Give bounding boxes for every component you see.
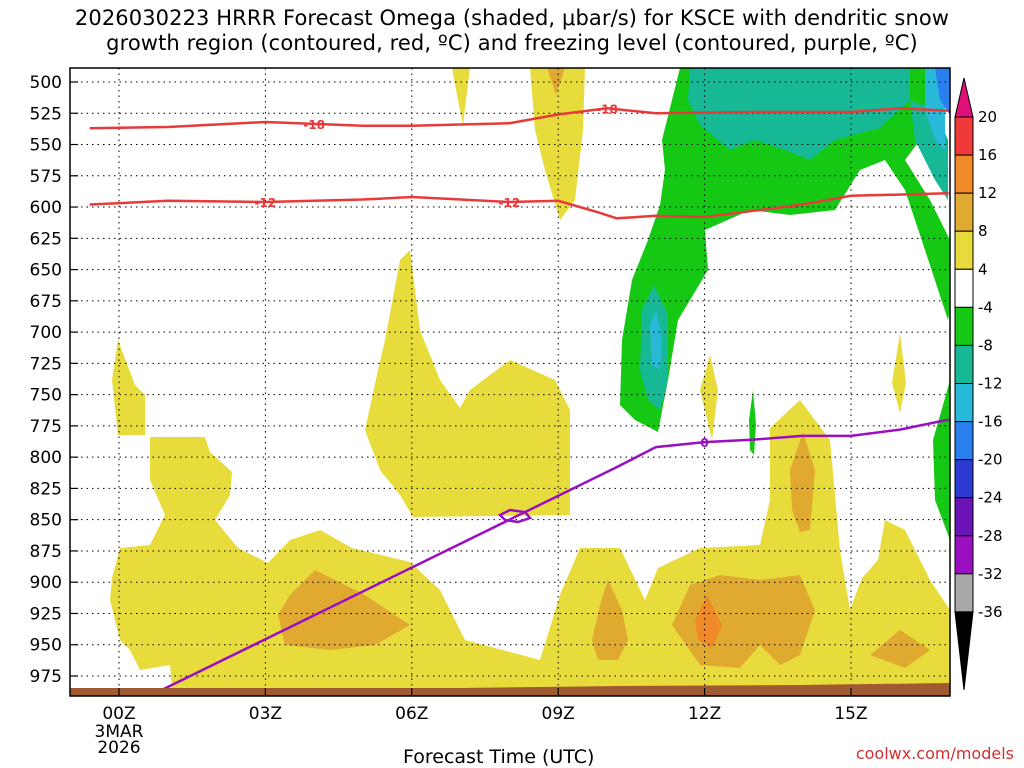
orange-region-2 (592, 580, 628, 660)
x-tick-label-12Z: 12Z (688, 704, 721, 724)
orange-region-3 (672, 575, 815, 668)
blue-region (935, 68, 950, 115)
colorbar-label-12: 12 (978, 184, 997, 202)
colorbar-label--32: -32 (978, 565, 1003, 583)
orange-region-5 (870, 630, 930, 668)
colorbar-swatch-2 (954, 154, 974, 194)
colorbar-cap-bottom (954, 611, 974, 691)
y-tick-label-675: 675 (30, 292, 62, 312)
terrain-strip (70, 683, 950, 696)
colorbar-swatch-9 (954, 421, 974, 461)
freezing-level-loop (497, 508, 533, 524)
y-axis: 500 525 550 575 600 625 650 675 700 725 750 775 800 8… (30, 73, 78, 687)
colorbar-swatch-5 (954, 268, 974, 308)
contour-dgz-minus18 (89, 107, 949, 130)
x-axis-title: Forecast Time (UTC) (403, 746, 595, 768)
colorbar-swatch-11 (954, 497, 974, 537)
yellow-region-small-2 (892, 333, 906, 413)
title-line-2: growth region (contoured, red, ºC) and f… (106, 31, 918, 55)
grid-lines (70, 68, 950, 696)
y-tick-label-750: 750 (30, 386, 62, 406)
x-tick-label-06Z: 06Z (395, 704, 428, 724)
colorbar-label-20: 20 (978, 108, 997, 126)
y-tick-label-900: 900 (30, 573, 62, 593)
contour-label-dgz-minus12-0: -12 (255, 196, 277, 210)
yellow-region-top (452, 68, 470, 125)
credit-link[interactable]: coolwx.com/models (855, 744, 1014, 763)
colorbar-swatch-6 (954, 306, 974, 346)
yellow-region-midlevel (365, 250, 570, 517)
chart-title: 2026030223 HRRR Forecast Omega (shaded, … (0, 6, 1024, 56)
orange-region-strong (695, 595, 722, 648)
contour-dgz-minus12 (89, 192, 949, 220)
x-tick-label-09Z: 09Z (542, 704, 575, 724)
y-tick-label-850: 850 (30, 511, 62, 531)
colorbar-swatch-12 (954, 535, 974, 575)
colorbar-cap-top (954, 77, 974, 118)
colorbar-swatch-4 (954, 230, 974, 270)
y-tick-label-500: 500 (30, 73, 62, 93)
colorbar: 20 16 12 8 4 -4 -8 -12 -16 -20 -24 -28 -32 -36 (954, 77, 1003, 691)
x-date-label-0: 3MAR (95, 722, 144, 742)
x-tick-label-15Z: 15Z (834, 704, 867, 724)
contour-label-dgz-minus12-1: -12 (499, 196, 521, 210)
colorbar-label--20: -20 (978, 451, 1003, 469)
contour-label-dgz-minus18-1: -18 (596, 102, 618, 116)
title-line-1: 2026030223 HRRR Forecast Omega (shaded, … (74, 6, 950, 30)
colorbar-label-16: 16 (978, 146, 997, 164)
y-tick-label-550: 550 (30, 136, 62, 156)
teal-region-1 (688, 68, 910, 160)
colorbar-label--12: -12 (978, 375, 1003, 393)
y-tick-label-650: 650 (30, 261, 62, 281)
colorbar-label--36: -36 (978, 603, 1003, 621)
y-tick-label-875: 875 (30, 542, 62, 562)
y-tick-label-950: 950 (30, 636, 62, 656)
colorbar-label--4: -4 (978, 298, 993, 316)
y-tick-label-800: 800 (30, 448, 62, 468)
y-tick-label-700: 700 (30, 323, 62, 343)
contour-lines (89, 107, 949, 696)
cyan-region-2 (650, 310, 662, 370)
x-tick-label-03Z: 03Z (249, 704, 282, 724)
colorbar-label--16: -16 (978, 413, 1003, 431)
contour-label-dgz-minus18-0: -18 (303, 118, 325, 132)
colorbar-label-8: 8 (978, 222, 988, 240)
y-tick-label-775: 775 (30, 417, 62, 437)
colorbar-swatch-1 (954, 116, 974, 156)
colorbar-swatch-7 (954, 344, 974, 384)
yellow-region-upper-stripe (530, 68, 585, 220)
colorbar-label-4: 4 (978, 260, 988, 278)
x-date-label-1: 2026 (97, 738, 140, 758)
y-tick-label-600: 600 (30, 198, 62, 218)
plot-frame (69, 67, 951, 697)
contour-labels: -18 -18 -12 -12 0 (255, 102, 709, 450)
colorbar-swatch-8 (954, 383, 974, 423)
x-tick-label-00Z: 00Z (102, 704, 135, 724)
y-tick-label-925: 925 (30, 604, 62, 624)
colorbar-label--24: -24 (978, 489, 1003, 507)
orange-region-6 (547, 68, 565, 95)
orange-region-1 (278, 570, 410, 650)
y-tick-label-725: 725 (30, 354, 62, 374)
green-region-main (620, 68, 950, 432)
y-tick-label-825: 825 (30, 479, 62, 499)
colorbar-swatch-3 (954, 192, 974, 232)
colorbar-swatch-10 (954, 459, 974, 499)
contour-freezing-level (146, 418, 949, 696)
colorbar-label--28: -28 (978, 527, 1003, 545)
y-tick-label-625: 625 (30, 229, 62, 249)
plot-area: -18 -18 -12 -12 0 (70, 68, 950, 696)
y-tick-label-975: 975 (30, 667, 62, 687)
contour-label-freezing-level-0: 0 (700, 436, 708, 450)
colorbar-label--8: -8 (978, 336, 993, 354)
y-tick-label-525: 525 (30, 104, 62, 124)
colorbar-swatch-13 (954, 573, 974, 613)
y-tick-label-575: 575 (30, 167, 62, 187)
